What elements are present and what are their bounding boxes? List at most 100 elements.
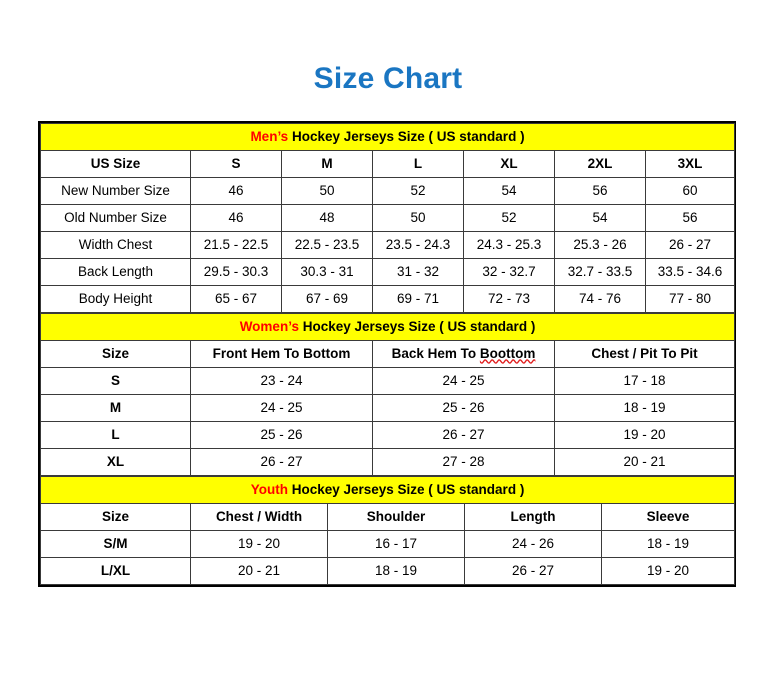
table-row: Width Chest 21.5 - 22.5 22.5 - 23.5 23.5… [40,231,735,259]
mens-cell: 72 - 73 [463,285,555,313]
mens-cell: 50 [372,204,464,232]
youth-cell: 16 - 17 [327,530,465,558]
table-row: XL 26 - 27 27 - 28 20 - 21 [40,448,735,476]
mens-size-table: Men’s Hockey Jerseys Size ( US standard … [40,123,735,313]
youth-cell: 20 - 21 [190,557,328,585]
womens-cell: 24 - 25 [190,394,373,422]
mens-cell: 23.5 - 24.3 [372,231,464,259]
mens-cell: 21.5 - 22.5 [190,231,282,259]
mens-cell: 56 [554,177,646,205]
youth-row-label-lxl: L/XL [40,557,191,585]
page-title: Size Chart [313,62,463,95]
womens-row-label-xl: XL [40,448,191,476]
mens-cell: 30.3 - 31 [281,258,373,286]
womens-cell: 23 - 24 [190,367,373,395]
youth-row-label-sm: S/M [40,530,191,558]
mens-header-l: L [372,150,464,178]
table-row: M 24 - 25 25 - 26 18 - 19 [40,394,735,422]
womens-size-table: Women’s Hockey Jerseys Size ( US standar… [40,313,735,476]
table-row: S 23 - 24 24 - 25 17 - 18 [40,367,735,395]
mens-cell: 31 - 32 [372,258,464,286]
mens-cell: 56 [645,204,735,232]
womens-cell: 20 - 21 [554,448,735,476]
mens-cell: 69 - 71 [372,285,464,313]
mens-cell: 29.5 - 30.3 [190,258,282,286]
womens-header-size: Size [40,340,191,368]
table-row: Old Number Size 46 48 50 52 54 56 [40,204,735,232]
womens-banner-row: Women’s Hockey Jerseys Size ( US standar… [40,313,735,341]
womens-cell: 26 - 27 [372,421,555,449]
mens-cell: 24.3 - 25.3 [463,231,555,259]
mens-row-label-back-length: Back Length [40,258,191,286]
mens-header-us-size: US Size [40,150,191,178]
youth-cell: 19 - 20 [600,557,736,585]
womens-header-back-prefix: Back Hem To [391,345,480,361]
mens-cell: 67 - 69 [281,285,373,313]
youth-cell: 19 - 20 [190,530,328,558]
mens-cell: 26 - 27 [645,231,735,259]
mens-cell: 74 - 76 [554,285,646,313]
womens-cell: 24 - 25 [372,367,555,395]
womens-cell: 19 - 20 [554,421,735,449]
mens-header-3xl: 3XL [645,150,735,178]
womens-cell: 25 - 26 [372,394,555,422]
mens-section-banner: Men’s Hockey Jerseys Size ( US standard … [40,123,735,151]
mens-cell: 50 [281,177,373,205]
mens-banner-rest: Hockey Jerseys Size ( US standard ) [288,128,525,144]
mens-cell: 22.5 - 23.5 [281,231,373,259]
womens-header-row: Size Front Hem To Bottom Back Hem To Boo… [40,340,735,368]
mens-banner-row: Men’s Hockey Jerseys Size ( US standard … [40,123,735,151]
mens-row-label-body-height: Body Height [40,285,191,313]
youth-header-length: Length [464,503,602,531]
table-row: Back Length 29.5 - 30.3 30.3 - 31 31 - 3… [40,258,735,286]
mens-cell: 54 [463,177,555,205]
mens-cell: 77 - 80 [645,285,735,313]
womens-row-label-s: S [40,367,191,395]
mens-cell: 54 [554,204,646,232]
youth-cell: 18 - 19 [600,530,736,558]
mens-cell: 65 - 67 [190,285,282,313]
mens-row-label-new-number-size: New Number Size [40,177,191,205]
womens-cell: 26 - 27 [190,448,373,476]
table-row: L 25 - 26 26 - 27 19 - 20 [40,421,735,449]
mens-row-label-old-number-size: Old Number Size [40,204,191,232]
womens-row-label-m: M [40,394,191,422]
mens-row-label-width-chest: Width Chest [40,231,191,259]
womens-section-banner: Women’s Hockey Jerseys Size ( US standar… [40,313,735,341]
table-row: S/M 19 - 20 16 - 17 24 - 26 18 - 19 [40,530,736,558]
womens-banner-rest: Hockey Jerseys Size ( US standard ) [298,318,536,334]
mens-cell: 32 - 32.7 [463,258,555,286]
mens-cell: 52 [372,177,464,205]
womens-header-misspelled-word: Boottom [479,345,536,361]
table-row: L/XL 20 - 21 18 - 19 26 - 27 19 - 20 [40,557,736,585]
womens-banner-accent: Women’s [239,318,299,334]
womens-header-back-hem-to-boottom: Back Hem To Boottom [372,340,555,368]
table-row: Body Height 65 - 67 67 - 69 69 - 71 72 -… [40,285,735,313]
womens-cell: 17 - 18 [554,367,735,395]
womens-cell: 25 - 26 [190,421,373,449]
youth-cell: 26 - 27 [464,557,602,585]
size-chart-table-wrapper: Men’s Hockey Jerseys Size ( US standard … [38,121,736,587]
youth-banner-rest: Hockey Jerseys Size ( US standard ) [287,481,525,497]
mens-cell: 25.3 - 26 [554,231,646,259]
youth-cell: 18 - 19 [327,557,465,585]
mens-cell: 32.7 - 33.5 [554,258,646,286]
youth-header-shoulder: Shoulder [327,503,465,531]
womens-cell: 18 - 19 [554,394,735,422]
mens-header-2xl: 2XL [554,150,646,178]
mens-cell: 33.5 - 34.6 [645,258,735,286]
womens-header-chest-pit-to-pit: Chest / Pit To Pit [554,340,735,368]
youth-banner-row: Youth Hockey Jerseys Size ( US standard … [39,476,736,504]
mens-header-m: M [281,150,373,178]
mens-cell: 46 [190,204,282,232]
mens-cell: 52 [463,204,555,232]
mens-cell: 48 [281,204,373,232]
youth-cell: 24 - 26 [464,530,602,558]
mens-header-s: S [190,150,282,178]
womens-row-label-l: L [40,421,191,449]
womens-header-front-hem-to-bottom: Front Hem To Bottom [190,340,373,368]
mens-header-row: US Size S M L XL 2XL 3XL [40,150,735,178]
youth-header-size: Size [40,503,191,531]
mens-cell: 46 [190,177,282,205]
